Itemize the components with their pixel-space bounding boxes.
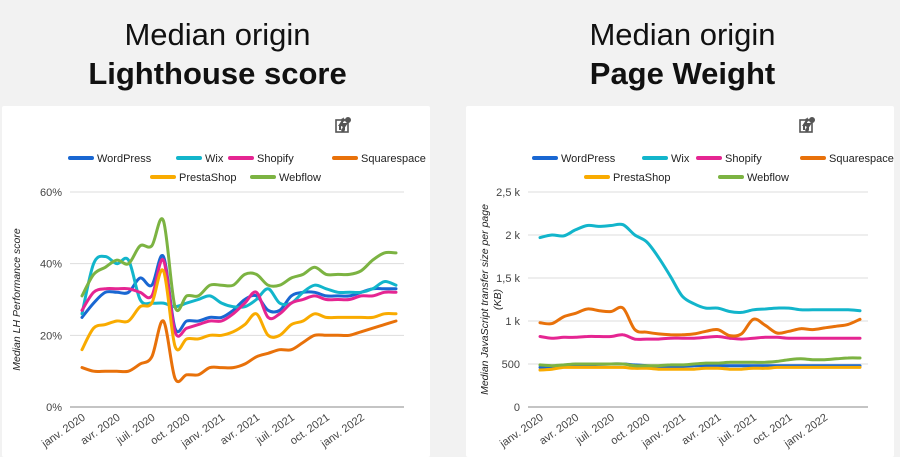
x-tick-label: avr. 2020 (537, 412, 581, 448)
header-lighthouse: Median origin Lighthouse score (0, 0, 435, 105)
legend-item[interactable]: Wix (176, 153, 224, 165)
legend-label: WordPress (561, 153, 616, 165)
legend-label: Shopify (725, 153, 762, 165)
legend-label: WordPress (97, 153, 152, 165)
series-line-squarespace[interactable] (80, 319, 398, 384)
y-tick-label: 0% (46, 402, 62, 414)
header-left-line2: Lighthouse score (88, 56, 347, 91)
y-tick-label: 0 (514, 402, 520, 414)
y-tick-label: 2,5 k (496, 187, 520, 199)
y-tick-label: 1 k (505, 316, 520, 328)
legend-item[interactable]: Webflow (718, 172, 789, 184)
legend-item[interactable]: PrestaShop (584, 172, 670, 184)
chart-toolbar-right (798, 114, 880, 138)
more-vert-icon[interactable] (341, 115, 416, 137)
legend-item[interactable]: Shopify (228, 153, 294, 165)
legend-item[interactable]: Shopify (696, 153, 762, 165)
y-axis-title: Median JavaScript transfer size per page (479, 204, 491, 395)
bolt-icon[interactable] (802, 115, 848, 137)
legend-label: Squarespace (361, 153, 426, 165)
legend-label: PrestaShop (613, 172, 670, 184)
y-tick-label: 60% (40, 187, 62, 199)
more-vert-icon[interactable] (805, 115, 880, 137)
series-line-shopify[interactable] (80, 258, 398, 338)
y-tick-label: 2 k (505, 230, 520, 242)
x-tick-label: janv. 2020 (39, 412, 88, 451)
legend-label: Squarespace (829, 153, 894, 165)
series-line-wix[interactable] (538, 222, 862, 314)
legend-label: Wix (671, 153, 690, 165)
header-page-weight: Median origin Page Weight (465, 0, 900, 105)
header-left-line1: Median origin (124, 17, 311, 52)
series-line-webflow[interactable] (538, 356, 862, 368)
legend-label: Webflow (747, 172, 789, 184)
x-tick-label: avr. 2021 (218, 412, 262, 448)
series-line-webflow[interactable] (80, 217, 398, 313)
x-tick-label: janv. 2020 (497, 412, 546, 451)
legend-label: Wix (205, 153, 224, 165)
x-tick-label: avr. 2021 (680, 412, 724, 448)
series-line-prestashop[interactable] (538, 365, 862, 372)
legend-item[interactable]: Squarespace (332, 153, 426, 165)
y-tick-label: 1,5 k (496, 273, 520, 285)
legend-label: Webflow (279, 172, 321, 184)
legend-item[interactable]: WordPress (68, 153, 152, 165)
header-right-line1: Median origin (589, 17, 776, 52)
y-tick-label: 500 (502, 359, 520, 371)
legend-item[interactable]: Wix (642, 153, 690, 165)
bolt-icon[interactable] (338, 115, 384, 137)
legend-item[interactable]: PrestaShop (150, 172, 236, 184)
y-tick-label: 40% (40, 259, 62, 271)
series-line-prestashop[interactable] (80, 268, 398, 352)
legend-item[interactable]: Webflow (250, 172, 321, 184)
chart-toolbar-left (334, 114, 416, 138)
y-axis-title-line2: (KB) (492, 289, 504, 310)
legend-label: PrestaShop (179, 172, 236, 184)
chart-panel-lighthouse: 0% 20% 40% 60% janv. 2020 avr. 2020 juil. 2020… (2, 106, 430, 457)
y-tick-label: 20% (40, 330, 62, 342)
legend-label: Shopify (257, 153, 294, 165)
series-line-shopify[interactable] (538, 333, 862, 341)
y-axis-title: Median LH Performance score (11, 228, 23, 371)
series-line-squarespace[interactable] (538, 305, 862, 338)
header-right-line2: Page Weight (589, 56, 776, 91)
legend-item[interactable]: Squarespace (800, 153, 894, 165)
legend-item[interactable]: WordPress (532, 153, 616, 165)
x-tick-label: avr. 2020 (79, 412, 123, 448)
